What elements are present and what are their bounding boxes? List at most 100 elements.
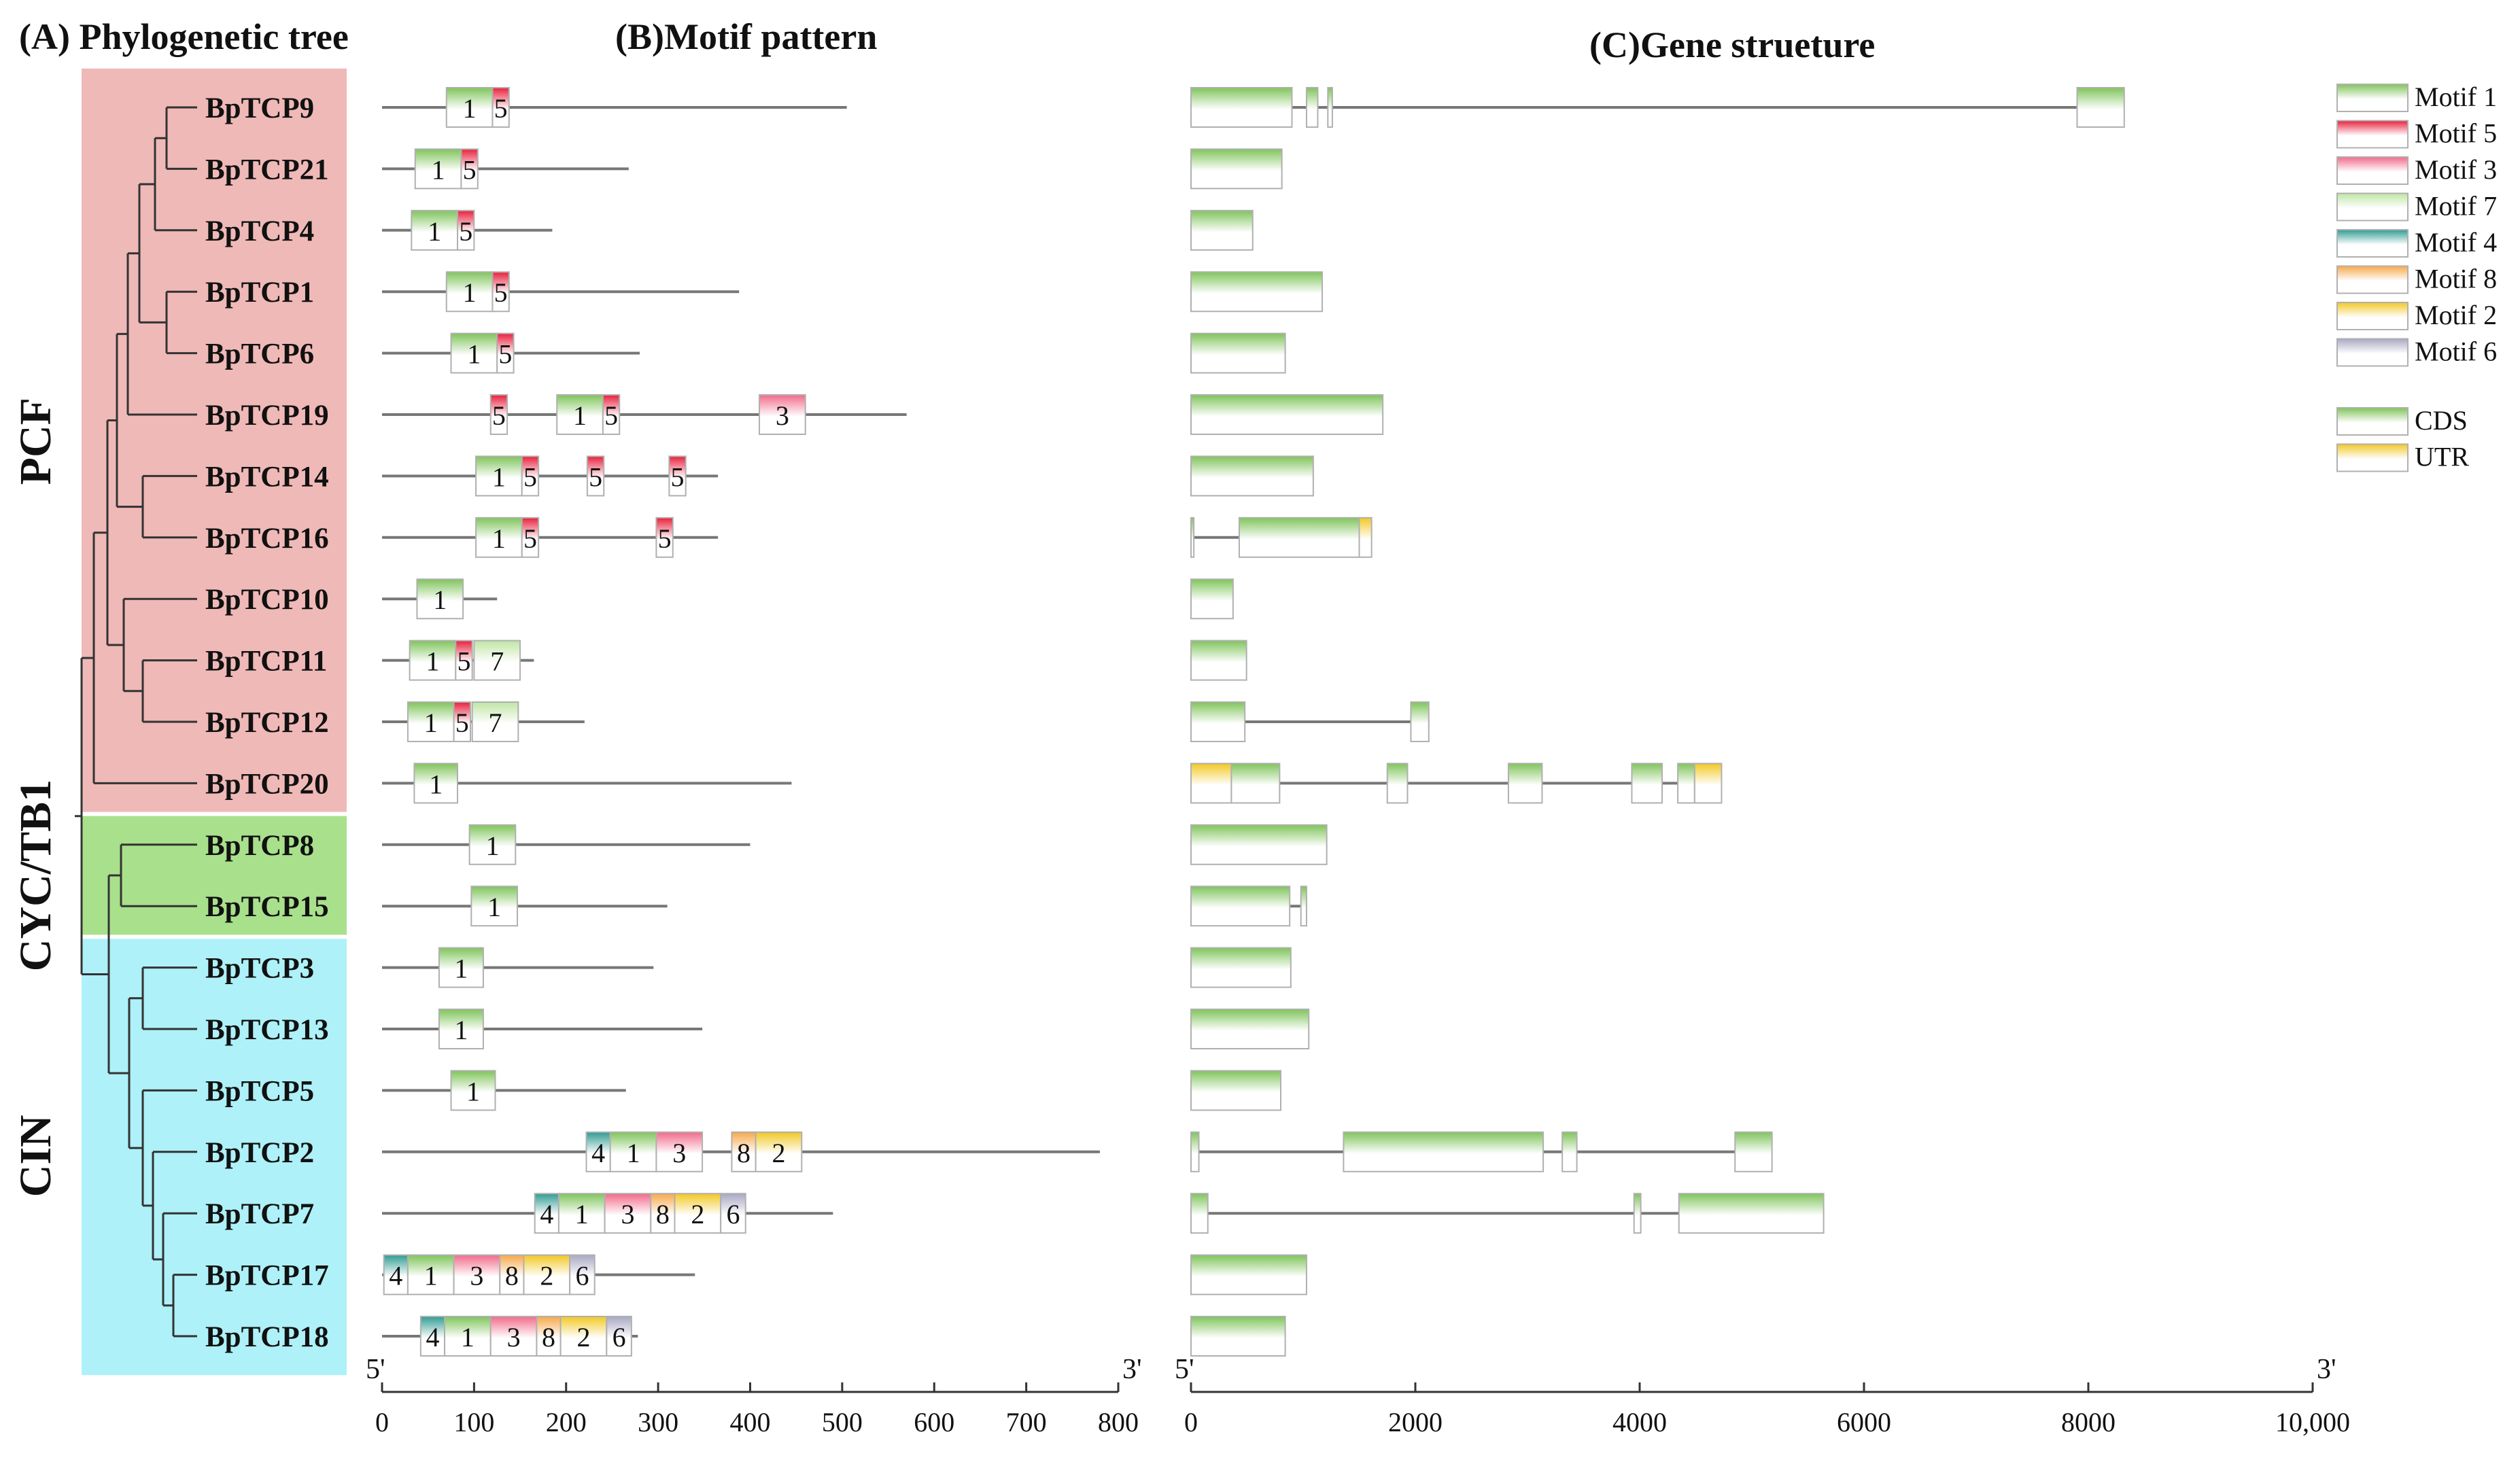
motif-number: 6 — [612, 1322, 626, 1352]
tick-label: 200 — [546, 1407, 587, 1437]
motif-box-5 — [586, 455, 605, 497]
motif-number: 5 — [455, 708, 469, 738]
cds-block — [1190, 886, 1291, 927]
cds-block — [1190, 87, 1293, 128]
motif-number: 2 — [576, 1322, 590, 1352]
cds-block — [1190, 455, 1314, 497]
motif-box-1 — [470, 886, 519, 927]
clade-label: CIN — [11, 1115, 61, 1197]
panel-b-title: (B)Motif pattern — [615, 16, 877, 57]
cds-block — [1343, 1131, 1544, 1172]
utr-block — [1358, 517, 1373, 558]
gene-label: BpTCP17 — [205, 1260, 329, 1292]
cds-block — [1238, 517, 1360, 558]
motif-row: 1 — [382, 763, 792, 804]
cds-block — [1677, 763, 1695, 804]
panel-c-title: (C)Gene strueture — [1589, 24, 1875, 65]
motif-number: 1 — [454, 1015, 468, 1045]
motif-box-5 — [455, 640, 473, 681]
tick-label: 400 — [730, 1407, 771, 1437]
legend-label: UTR — [2415, 442, 2469, 472]
axis-start-label: 5' — [1175, 1354, 1194, 1385]
gene-label: BpTCP1 — [205, 277, 314, 309]
motif-box-1 — [407, 1254, 455, 1295]
cds-block — [1561, 1131, 1578, 1172]
motif-box-5 — [457, 209, 475, 251]
gene-label: BpTCP4 — [205, 215, 314, 247]
motif-box-1 — [411, 209, 459, 251]
legend-label: Motif 7 — [2415, 191, 2497, 222]
motif-number: 8 — [656, 1199, 670, 1229]
motif-box-1 — [438, 947, 484, 988]
motif-box-5 — [496, 332, 515, 374]
cds-block — [1190, 578, 1234, 620]
motif-number: 1 — [487, 892, 501, 922]
legend-swatch-motif-8 — [2336, 265, 2409, 294]
motif-number: 1 — [463, 277, 477, 308]
motif-number: 7 — [490, 646, 504, 677]
structure-row — [1190, 578, 1234, 620]
motif-box-5 — [460, 148, 479, 190]
legend-swatch-motif-3 — [2336, 156, 2409, 185]
gene-label: BpTCP19 — [205, 400, 329, 432]
motif-number: 5 — [604, 400, 618, 431]
panel-a-title: (A) Phylogenetic tree — [19, 16, 349, 57]
cds-block — [1410, 701, 1430, 742]
motif-box-1 — [450, 1070, 496, 1111]
motif-box-7 — [471, 701, 519, 742]
structure-row — [1190, 209, 1254, 251]
motif-number: 5 — [523, 523, 537, 554]
motif-box-6 — [606, 1316, 632, 1357]
structure-row — [1190, 640, 1247, 681]
cds-block — [1230, 763, 1281, 804]
structure-row — [1190, 1254, 1307, 1295]
motif-box-1 — [413, 763, 459, 804]
motif-axis: 0 100 200 300 400 500 600 700 800 5' 3' — [366, 1354, 1142, 1437]
motif-number: 2 — [772, 1138, 785, 1168]
cds-block — [1190, 332, 1286, 374]
cds-block — [1190, 517, 1195, 558]
legend-label: Motif 5 — [2415, 118, 2497, 149]
tick-label: 300 — [638, 1407, 678, 1437]
structure-row — [1190, 87, 2125, 128]
motif-number: 2 — [540, 1261, 553, 1291]
legend-swatch-motif-5 — [2336, 120, 2409, 149]
motif-box-1 — [444, 1316, 491, 1357]
legend-swatch-utr — [2336, 443, 2409, 472]
tick-label: 0 — [1184, 1407, 1198, 1437]
gene-label: BpTCP13 — [205, 1014, 329, 1046]
structure-row — [1190, 517, 1373, 558]
motif-number: 5 — [494, 277, 508, 308]
utr-block — [1190, 763, 1232, 804]
motif-number: 4 — [426, 1322, 439, 1352]
motif-box-1 — [414, 148, 462, 190]
motif-number: 1 — [467, 339, 481, 370]
cds-block — [1190, 209, 1254, 251]
motif-number: 1 — [492, 523, 506, 554]
motif-box-1 — [609, 1131, 657, 1172]
motif-number: 1 — [466, 1076, 480, 1106]
motif-number: 1 — [573, 400, 587, 431]
cds-block — [1507, 763, 1543, 804]
structure-row — [1190, 271, 1324, 313]
motif-number: 4 — [591, 1138, 605, 1168]
legend-label: Motif 8 — [2415, 264, 2497, 294]
legend-swatch-motif-2 — [2336, 302, 2409, 330]
legend-label: CDS — [2415, 405, 2468, 436]
gene-label: BpTCP12 — [205, 707, 329, 739]
legend-swatch-motif-1 — [2336, 84, 2409, 112]
motif-box-1 — [438, 1009, 484, 1049]
motif-box-5 — [491, 271, 510, 313]
motif-number: 1 — [432, 154, 445, 185]
axis-start-label: 5' — [366, 1354, 385, 1385]
motif-number: 5 — [463, 154, 477, 185]
legend-label: Motif 3 — [2415, 154, 2497, 185]
motif-box-1 — [445, 87, 494, 128]
gene-label: BpTCP21 — [205, 154, 329, 186]
